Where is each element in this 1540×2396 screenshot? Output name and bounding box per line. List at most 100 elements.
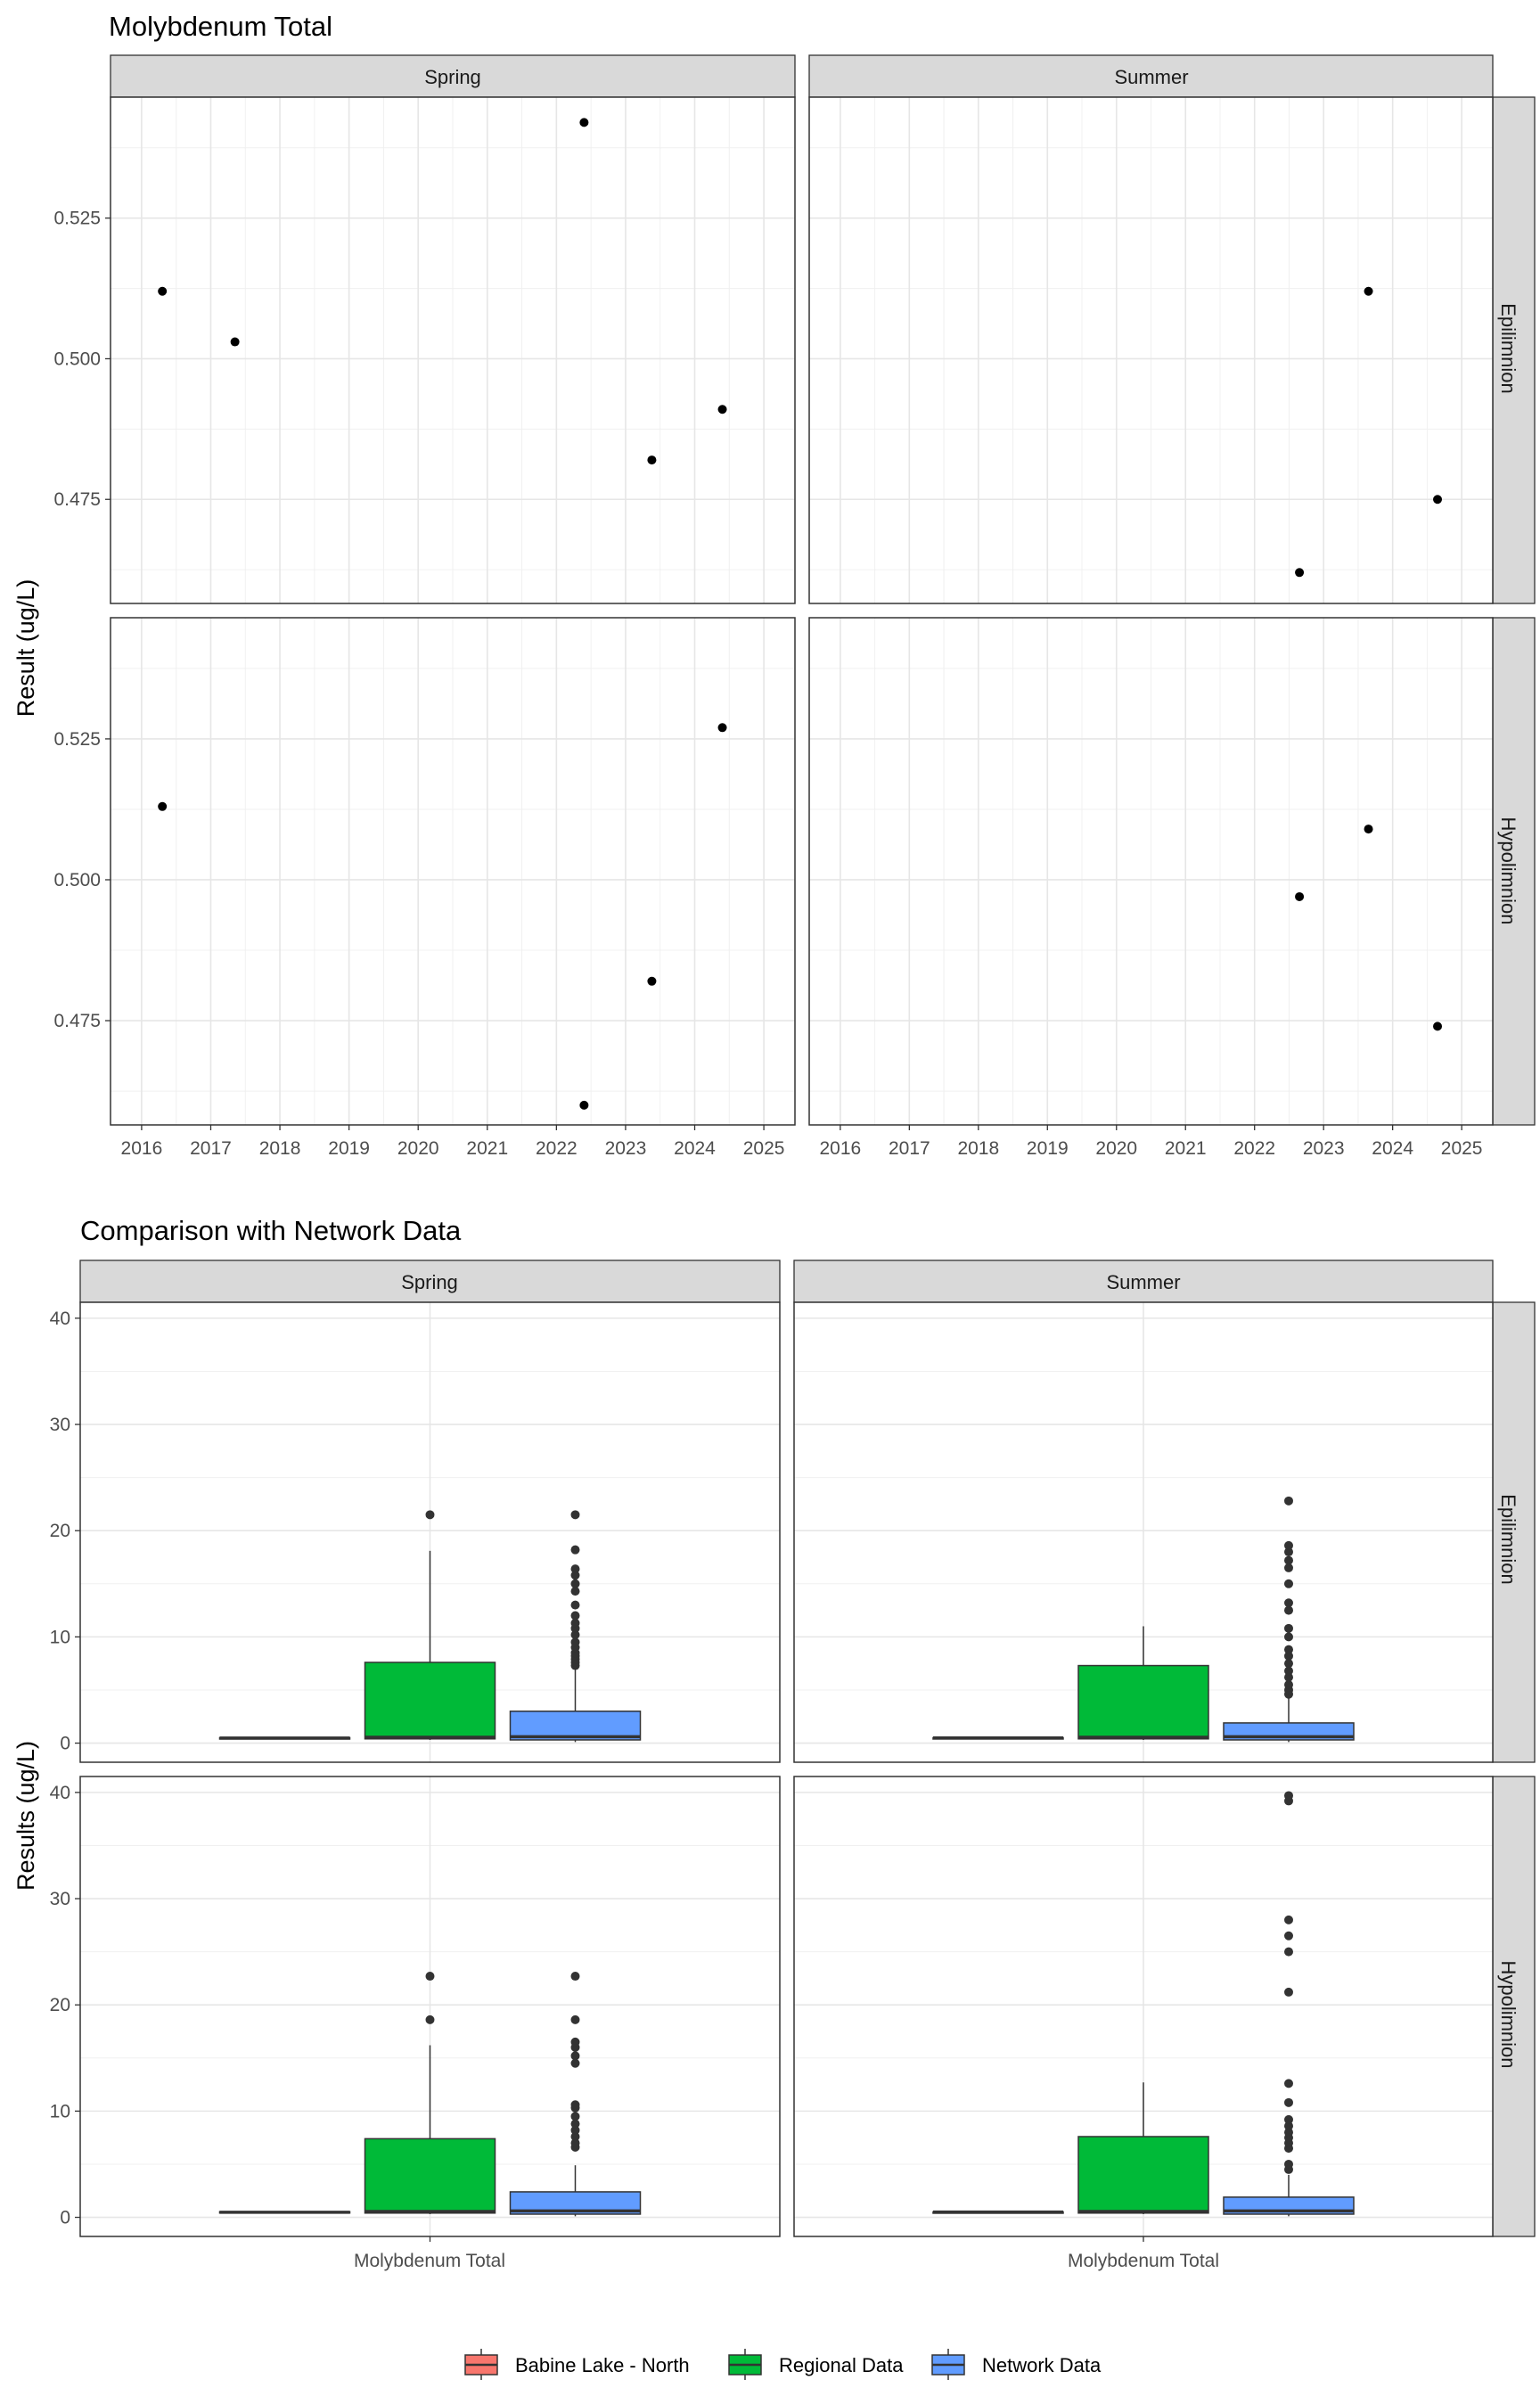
chart2-panel-summer-epilimnion-network-data-outlier-7 [1284,1651,1293,1661]
chart1-strip-epilimnion: Epilimnion [1497,303,1520,394]
chart2-y-tick-label: 30 [50,1889,70,1909]
chart1-x-tick-label: 2024 [1372,1138,1413,1159]
chart2-row-strip-2 [1492,1776,1536,2237]
chart2-panel-spring-hypolimnion-network-data-outlier-2 [570,2138,580,2148]
chart1-panel-spring-hypolimnion-border [110,617,796,1126]
chart2-panel-summer-hypolimnion-network-data-outlier-7 [1284,2121,1293,2131]
chart1-row-strip-1 [1492,96,1536,604]
chart2-panel-summer-hypolimnion-network-data-outlier-13 [1284,1931,1293,1941]
chart1-title: Molybdenum Total [109,11,332,42]
legend-label-babine-lake-north: Babine Lake - North [515,2354,690,2376]
chart2-panel-summer-epilimnion-network-data-outlier-13 [1284,1579,1293,1588]
chart2-panel-summer-epilimnion-network-data-outlier-4 [1284,1672,1293,1682]
chart2-panel-summer-hypolimnion-network-data-outlier-2 [1284,2159,1293,2169]
chart1-y-axis-title: Result (ug/L) [12,579,39,718]
chart1-x-tick-label: 2018 [957,1138,999,1159]
chart1-x-tick-label: 2017 [889,1138,930,1159]
chart1-x-tick-label: 2019 [328,1138,370,1159]
chart2-x-tick-spring: Molybdenum Total [354,2251,505,2271]
chart2-panel-spring-epilimnion-border [79,1301,781,1763]
chart2-panel-spring-hypolimnion-network-data-outlier-6 [570,2112,580,2121]
chart2-y-tick-label: 40 [50,1783,70,1803]
chart2-panel-summer-epilimnion-network-data-outlier-12 [1284,1598,1293,1608]
chart2-panel-spring-epilimnion-network-data-outlier-15 [570,1571,580,1580]
chart2-panel-summer-epilimnion-network-data-outlier-16 [1284,1547,1293,1557]
chart1-panel-spring-hypolimnion-point-4 [717,723,727,733]
chart1-x-tick-label: 2023 [605,1138,647,1159]
chart2-y-tick-label: 10 [50,1627,70,1647]
chart2-panel-summer-hypolimnion-network-data-outlier-14 [1284,1915,1293,1924]
chart2-panel-summer-hypolimnion-network-data-outlier-8 [1284,2114,1293,2124]
chart2-panel-spring-hypolimnion-network-data-outlier-9 [570,2058,580,2068]
chart2-panel-spring-epilimnion-regional-data-outlier-1 [425,1510,435,1520]
chart2-panel-summer-hypolimnion-network-data-outlier-11 [1284,1987,1293,1997]
chart1-panel-spring-epilimnion-point-5 [717,405,727,414]
chart2-panel-spring-epilimnion-regional-data-box [364,1662,496,1740]
chart1-x-tick-label: 2022 [536,1138,578,1159]
chart2-panel-summer-epilimnion-network-data-outlier-9 [1284,1632,1293,1642]
chart1-x-tick-label: 2020 [397,1138,439,1159]
chart2-panel-spring-hypolimnion-network-data-outlier-8 [570,2100,580,2110]
chart2-panel-summer-hypolimnion-network-data-outlier-6 [1284,2128,1293,2138]
chart2-panel-summer-epilimnion-network-data-outlier-3 [1284,1680,1293,1690]
chart2-panel-summer-epilimnion-network-data-outlier-8 [1284,1645,1293,1654]
chart1-y-tick-label: 0.500 [53,870,101,890]
chart2-panel-spring-epilimnion-network-data-outlier-17 [570,1545,580,1555]
chart1-row-strip-2 [1492,617,1536,1126]
chart2-y-tick-label: 20 [50,1995,70,2015]
chart2-panel-spring-hypolimnion-network-data-outlier-10 [570,2051,580,2061]
chart2-panel-summer-hypolimnion-network-data-outlier-10 [1284,2079,1293,2088]
chart2-panel-spring-hypolimnion-network-data-outlier-14 [570,1972,580,1982]
chart2-panel-spring-epilimnion-network-data-outlier-8 [570,1629,580,1639]
chart2-panel-spring-hypolimnion-regional-data-box [364,2138,496,2214]
chart2-panel-spring-epilimnion-network-data-box [509,1711,642,1741]
chart2-y-tick-label: 0 [60,2208,70,2228]
chart1-x-tick-label: 2024 [674,1138,716,1159]
chart2-panel-summer-epilimnion-network-data-outlier-10 [1284,1623,1293,1633]
chart1-panel-spring-hypolimnion-point-3 [647,976,657,986]
chart2-panel-spring-epilimnion-network-data-outlier-13 [570,1587,580,1596]
chart1-panel-spring-epilimnion-point-3 [579,118,589,127]
chart2-panel-spring-epilimnion-network-data-outlier-10 [570,1618,580,1628]
chart1-y-tick-label: 0.525 [53,209,101,229]
chart2-y-tick-label: 20 [50,1521,70,1541]
legend-label-network-data: Network Data [982,2354,1102,2376]
chart2-strip-spring: Spring [401,1271,458,1293]
chart2-panel-spring-epilimnion-network-data-outlier-14 [570,1579,580,1588]
chart2-y-tick-label: 30 [50,1415,70,1435]
chart1-y-tick-label: 0.500 [53,349,101,369]
chart1-x-tick-label: 2020 [1095,1138,1137,1159]
chart2-title: Comparison with Network Data [80,1215,462,1246]
chart1-panel-spring-epilimnion-point-2 [230,337,240,347]
chart2-strip-hypolimnion: Hypolimnion [1497,1960,1520,2068]
chart1-strip-spring: Spring [424,66,481,88]
chart1-panel-spring-hypolimnion-point-1 [158,801,168,811]
chart1-strip-hypolimnion: Hypolimnion [1497,816,1520,924]
chart2-panel-spring-hypolimnion-regional-data-outlier-1 [425,2014,435,2024]
chart2-panel-spring-epilimnion-network-data-outlier-16 [570,1564,580,1574]
chart2-panel-summer-hypolimnion-network-data-outlier-12 [1284,1947,1293,1957]
chart1-x-tick-label: 2025 [1441,1138,1483,1159]
chart2-column-strip-1 [79,1260,781,1303]
chart2-strip-epilimnion: Epilimnion [1497,1494,1520,1585]
chart2-panel-summer-hypolimnion-regional-data-box [1077,2136,1209,2214]
chart1-y-tick-label: 0.525 [53,729,101,750]
chart2-panel-spring-epilimnion-network-data-outlier-18 [570,1510,580,1520]
chart2-panel-spring-epilimnion-network-data-outlier-11 [570,1611,580,1621]
chart2-panel-spring-hypolimnion-network-data-outlier-3 [570,2131,580,2141]
chart1-x-tick-label: 2025 [743,1138,785,1159]
chart1-panel-summer-hypolimnion-point-2 [1364,825,1373,834]
chart2-panel-spring-hypolimnion-regional-data-outlier-2 [425,1972,435,1982]
chart1-panel-summer-epilimnion-point-3 [1433,495,1443,505]
chart2-panel-summer-epilimnion-network-data-outlier-18 [1284,1496,1293,1506]
chart1-panel-summer-epilimnion-point-1 [1295,568,1305,578]
chart1-panel-spring-epilimnion-point-1 [158,286,168,296]
chart1-x-tick-label: 2022 [1233,1138,1275,1159]
chart2-panel-spring-hypolimnion-network-data-outlier-12 [570,2037,580,2047]
chart1-x-tick-label: 2021 [1165,1138,1207,1159]
chart1-column-strip-2 [808,54,1494,98]
chart2-y-tick-label: 40 [50,1309,70,1329]
chart1-panel-summer-epilimnion-point-2 [1364,286,1373,296]
chart2-strip-summer: Summer [1106,1271,1180,1293]
chart1-x-tick-label: 2017 [190,1138,232,1159]
